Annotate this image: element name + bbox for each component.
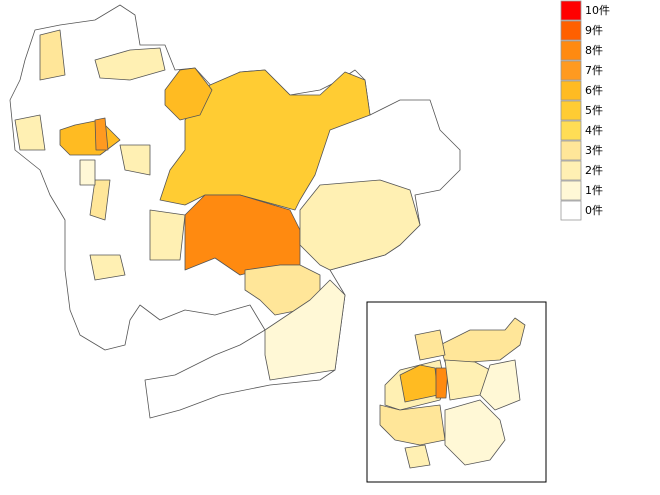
inset-region — [479, 359, 521, 411]
region — [39, 29, 66, 81]
legend-swatch — [560, 120, 582, 141]
legend-label: 0件 — [585, 204, 603, 217]
legend-swatch — [560, 100, 582, 121]
region — [264, 279, 346, 381]
region — [119, 144, 151, 176]
region — [94, 47, 166, 81]
legend-label: 2件 — [585, 164, 603, 177]
legend-label: 5件 — [585, 104, 603, 117]
legend-label: 3件 — [585, 144, 603, 157]
legend-swatch — [560, 140, 582, 161]
region — [299, 179, 421, 271]
legend-swatch — [560, 80, 582, 101]
legend-swatch — [560, 60, 582, 81]
legend-label: 4件 — [585, 124, 603, 137]
legend-label: 10件 — [585, 4, 610, 17]
region — [79, 159, 96, 186]
legend-swatch — [560, 200, 582, 221]
main-map — [9, 4, 461, 419]
legend-swatch — [560, 20, 582, 41]
legend-label: 9件 — [585, 24, 603, 37]
region — [164, 67, 213, 121]
inset-region — [444, 399, 506, 466]
region — [94, 117, 109, 151]
legend-swatch — [560, 160, 582, 181]
legend: 10件 9件 8件 7件 6件 5件 4件 3件 2件 1件 0件 — [560, 0, 610, 221]
inset-region — [379, 404, 446, 446]
legend-label: 8件 — [585, 44, 603, 57]
legend-swatch — [560, 40, 582, 61]
region — [149, 209, 186, 261]
region — [159, 69, 371, 211]
legend-label: 7件 — [585, 64, 603, 77]
inset-map — [379, 317, 526, 469]
legend-label: 1件 — [585, 184, 603, 197]
inset-region — [404, 444, 431, 469]
region — [89, 254, 126, 281]
legend-label: 6件 — [585, 84, 603, 97]
region — [14, 114, 46, 151]
legend-swatch — [560, 180, 582, 201]
region — [89, 179, 111, 221]
inset-region — [414, 329, 446, 361]
legend-swatch — [560, 0, 582, 21]
inset-region — [435, 367, 449, 399]
